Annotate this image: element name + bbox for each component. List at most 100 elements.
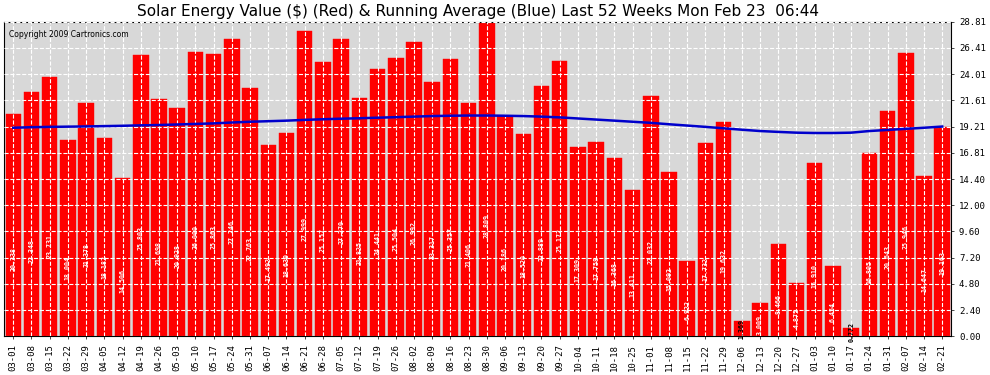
Bar <box>243 88 257 336</box>
Bar <box>570 147 586 336</box>
Bar <box>789 283 804 336</box>
Text: 20.338: 20.338 <box>10 247 16 271</box>
Bar <box>935 127 950 336</box>
Text: 17.492: 17.492 <box>265 258 271 282</box>
Text: 25.803: 25.803 <box>138 226 144 250</box>
Bar <box>260 145 276 336</box>
Bar <box>115 178 131 336</box>
Text: 18.182: 18.182 <box>101 255 107 279</box>
Bar <box>826 266 841 336</box>
Bar <box>861 153 877 336</box>
Bar <box>461 103 476 336</box>
Text: Copyright 2009 Cartronics.com: Copyright 2009 Cartronics.com <box>9 30 129 39</box>
Text: 19.632: 19.632 <box>721 249 727 273</box>
Text: 24.441: 24.441 <box>374 231 380 255</box>
Text: 13.411: 13.411 <box>630 273 636 297</box>
Text: 25.357: 25.357 <box>447 227 453 251</box>
Text: 22.032: 22.032 <box>647 240 653 264</box>
Text: 21.698: 21.698 <box>156 242 162 266</box>
Bar <box>24 92 40 336</box>
Bar <box>315 62 331 336</box>
Bar <box>334 39 348 336</box>
Text: 18.004: 18.004 <box>65 255 71 279</box>
Bar <box>133 54 148 336</box>
Bar <box>516 134 531 336</box>
Text: 15.910: 15.910 <box>812 264 818 288</box>
Bar <box>443 59 458 336</box>
Bar <box>60 140 75 336</box>
Bar <box>752 303 768 336</box>
Text: 20.928: 20.928 <box>174 244 180 268</box>
Bar <box>370 69 385 336</box>
Text: 22.348: 22.348 <box>29 239 35 263</box>
Bar <box>625 190 641 336</box>
Bar <box>388 58 404 336</box>
Text: 6.922: 6.922 <box>684 300 690 320</box>
Text: 6.454: 6.454 <box>830 302 836 322</box>
Text: 0.772: 0.772 <box>848 322 854 342</box>
Bar <box>807 163 823 336</box>
Text: 25.863: 25.863 <box>211 225 217 249</box>
Text: 21.406: 21.406 <box>465 243 471 267</box>
Text: 27.999: 27.999 <box>302 217 308 241</box>
Text: 17.732: 17.732 <box>703 256 709 280</box>
Bar <box>843 328 859 336</box>
Text: 14.506: 14.506 <box>120 269 126 293</box>
Text: 18.630: 18.630 <box>283 253 289 277</box>
Text: 21.378: 21.378 <box>83 243 89 267</box>
Text: 8.466: 8.466 <box>775 294 781 314</box>
Bar <box>42 77 57 336</box>
Text: 4.875: 4.875 <box>794 308 800 328</box>
Text: 27.270: 27.270 <box>339 220 345 244</box>
Text: 25.946: 25.946 <box>903 225 909 249</box>
Text: 16.368: 16.368 <box>612 262 618 286</box>
Text: 19.163: 19.163 <box>940 251 945 275</box>
Text: 22.763: 22.763 <box>248 237 253 261</box>
Bar <box>679 261 695 336</box>
Text: 26.992: 26.992 <box>411 221 417 245</box>
Bar <box>534 86 549 336</box>
Text: 3.009: 3.009 <box>757 315 763 335</box>
Bar <box>6 114 21 336</box>
Text: 23.731: 23.731 <box>47 234 52 258</box>
Bar <box>297 31 313 336</box>
Text: 20.186: 20.186 <box>502 247 508 271</box>
Text: 22.889: 22.889 <box>539 237 545 261</box>
Bar <box>351 98 367 336</box>
Bar <box>479 22 495 336</box>
Bar <box>698 143 713 336</box>
Text: 25.172: 25.172 <box>556 228 562 252</box>
Text: 28.809: 28.809 <box>484 214 490 238</box>
Bar <box>770 244 786 336</box>
Bar <box>78 103 94 336</box>
Bar <box>169 108 185 336</box>
Bar <box>588 142 604 336</box>
Bar <box>497 116 513 336</box>
Text: 25.504: 25.504 <box>393 227 399 251</box>
Bar <box>206 54 222 336</box>
Text: 23.317: 23.317 <box>430 235 436 259</box>
Bar <box>607 158 622 336</box>
Text: 25.157: 25.157 <box>320 228 326 252</box>
Text: 20.643: 20.643 <box>885 245 891 269</box>
Text: 18.520: 18.520 <box>521 254 527 278</box>
Text: 14.647: 14.647 <box>921 268 927 292</box>
Bar <box>716 122 732 336</box>
Bar <box>151 99 166 336</box>
Text: 21.825: 21.825 <box>356 241 362 265</box>
Text: 26.000: 26.000 <box>192 225 198 249</box>
Bar <box>898 53 914 336</box>
Bar <box>644 96 658 336</box>
Bar <box>552 62 567 336</box>
Text: 1.369: 1.369 <box>739 319 744 339</box>
Bar <box>917 176 932 336</box>
Bar <box>735 321 749 336</box>
Title: Solar Energy Value ($) (Red) & Running Average (Blue) Last 52 Weeks Mon Feb 23  : Solar Energy Value ($) (Red) & Running A… <box>137 4 819 19</box>
Text: 17.309: 17.309 <box>575 258 581 282</box>
Bar <box>406 42 422 336</box>
Text: 17.758: 17.758 <box>593 256 599 280</box>
Bar <box>661 171 677 336</box>
Text: 27.246: 27.246 <box>229 220 235 244</box>
Bar <box>279 133 294 336</box>
Bar <box>880 111 895 336</box>
